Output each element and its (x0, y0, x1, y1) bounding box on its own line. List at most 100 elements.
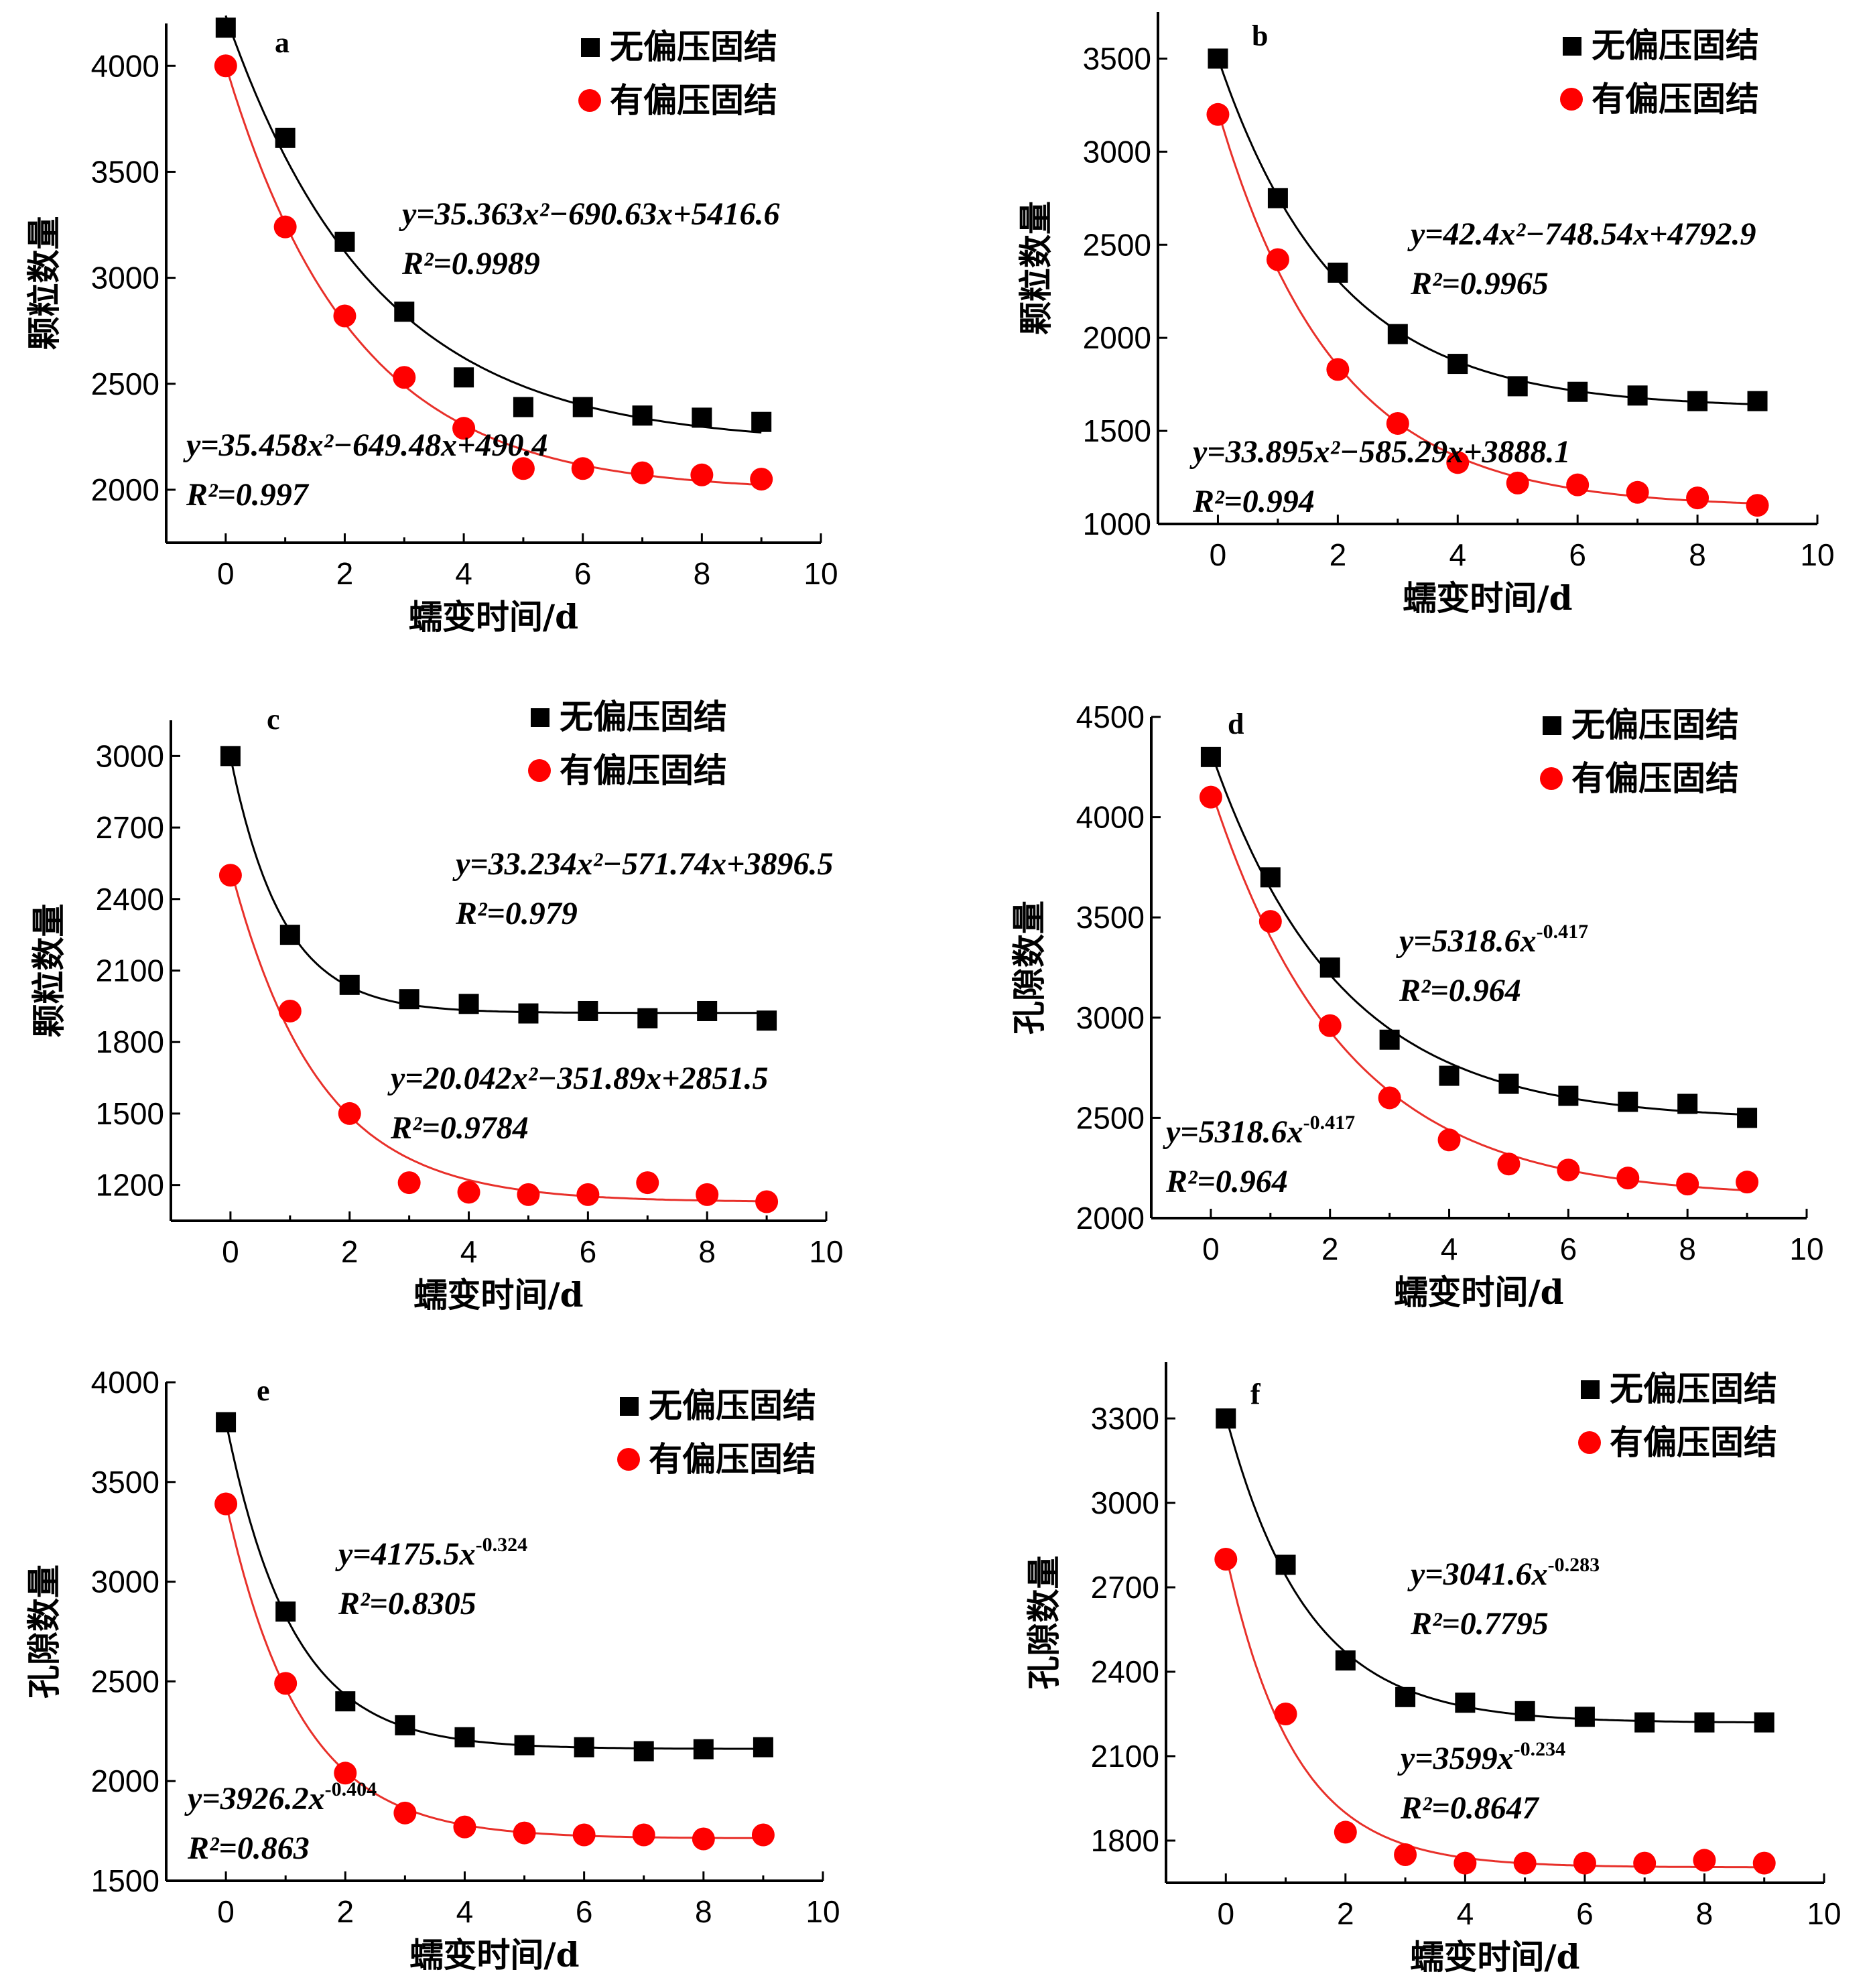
y-tick-label: 3300 (1091, 1401, 1159, 1436)
data-point-black-square (632, 405, 653, 426)
fit-curve-black (224, 15, 762, 434)
legend-marker-red (1578, 1431, 1601, 1454)
data-point-red-circle (632, 1823, 655, 1847)
legend-marker-red (528, 759, 551, 782)
x-tick-label: 10 (1800, 537, 1834, 572)
equation-body: y=33.895x²−585.29x+3888.1 (1189, 434, 1570, 470)
data-point-red-circle (1616, 1167, 1640, 1190)
data-point-red-circle (1513, 1851, 1537, 1875)
y-tick-label: 3500 (91, 1465, 159, 1500)
legend-label-black: 无偏压固结 (560, 697, 727, 736)
y-tick-label: 2500 (1083, 227, 1151, 262)
x-tick-label: 2 (341, 1234, 359, 1269)
x-axis-title: 蠕变时间/d (1403, 578, 1572, 618)
x-axis-title: 蠕变时间/d (413, 1275, 583, 1315)
x-tick-label: 2 (1337, 1896, 1354, 1931)
x-tick-label: 8 (695, 1894, 712, 1929)
fit-curve-red (1224, 1553, 1764, 1869)
x-tick-label: 4 (460, 1234, 478, 1269)
y-tick-label: 2400 (1091, 1654, 1159, 1689)
x-tick-label: 10 (805, 1894, 840, 1929)
equation-body: y=42.4x²−748.54x+4792.9 (1407, 216, 1756, 252)
data-point-red-circle (1274, 1703, 1297, 1725)
data-point-black-square (215, 17, 236, 38)
data-point-red-circle (1686, 486, 1709, 510)
data-point-black-square (751, 411, 772, 432)
data-point-black-square (1627, 385, 1648, 406)
data-point-red-circle (393, 1801, 417, 1825)
r-squared-text: R²=0.997 (186, 477, 310, 513)
data-point-black-square (458, 994, 479, 1014)
data-point-black-square (454, 1727, 475, 1747)
y-tick-label: 3000 (96, 738, 164, 773)
equation-exponent: -0.404 (325, 1778, 377, 1800)
data-point-red-circle (631, 461, 654, 484)
data-point-black-square (1335, 1650, 1356, 1671)
data-point-red-circle (1736, 1171, 1759, 1194)
x-tick-label: 0 (222, 1234, 239, 1269)
y-tick-label: 2500 (91, 367, 159, 401)
y-tick-label: 1000 (1083, 507, 1151, 541)
data-point-black-square (1260, 867, 1281, 888)
equation-base: y=4175.5x (335, 1536, 476, 1572)
equation-text: y=33.895x²−585.29x+3888.1 (1189, 434, 1570, 470)
panel-c-equation-black: y=33.234x²−571.74x+3896.5 R²=0.979 (452, 846, 833, 931)
x-tick-label: 6 (1576, 1896, 1594, 1931)
data-point-red-circle (218, 864, 242, 887)
data-point-black-square (1574, 1707, 1595, 1727)
y-tick-label: 2500 (1076, 1100, 1145, 1135)
legend-marker-red (1560, 88, 1583, 111)
legend-marker-black (1543, 716, 1561, 735)
data-point-red-circle (636, 1171, 659, 1195)
x-axis-title: 蠕变时间/d (409, 1935, 579, 1975)
legend-marker-black (620, 1397, 639, 1416)
y-tick-label: 3000 (91, 261, 159, 295)
data-point-red-circle (273, 215, 297, 239)
data-point-red-circle (1334, 1820, 1357, 1844)
data-point-black-square (216, 1412, 237, 1433)
data-point-red-circle (576, 1183, 600, 1206)
y-tick-label: 2700 (96, 810, 164, 845)
fit-curve-black (1217, 58, 1758, 405)
panel-letter: b (1252, 19, 1268, 52)
y-axis-title: 孔隙数量 (1009, 901, 1049, 1035)
legend-label-red: 有偏压固结 (1592, 79, 1759, 119)
x-tick-label: 10 (809, 1234, 843, 1269)
y-axis-title: 颗粒数量 (29, 904, 68, 1038)
y-tick-label: 2000 (91, 472, 159, 507)
fit-curve-black (229, 756, 767, 1014)
r-squared-text: R²=0.7795 (1410, 1606, 1549, 1642)
y-tick-label: 2400 (96, 882, 164, 917)
y-tick-label: 2500 (91, 1664, 159, 1699)
fit-curve-red (224, 1502, 763, 1839)
data-point-black-square (1379, 1029, 1400, 1050)
r-squared-text: R²=0.8305 (338, 1586, 476, 1621)
y-tick-label: 2700 (1091, 1570, 1159, 1605)
data-point-red-circle (1752, 1851, 1776, 1875)
y-tick-label: 1500 (96, 1096, 164, 1131)
x-axis-title: 蠕变时间/d (1410, 1937, 1579, 1977)
y-tick-label: 3000 (1083, 134, 1151, 169)
equation-text: y=5318.6x-0.417 (1396, 921, 1588, 959)
legend-label-red: 有偏压固结 (649, 1439, 816, 1479)
data-point-red-circle (1453, 1851, 1477, 1875)
data-point-red-circle (1557, 1158, 1580, 1182)
y-tick-label: 2000 (91, 1764, 159, 1798)
data-point-black-square (275, 1601, 296, 1622)
data-point-red-circle (338, 1102, 361, 1125)
panel-letter: f (1250, 1378, 1261, 1410)
x-axis-title: 蠕变时间/d (1394, 1272, 1563, 1312)
data-point-black-square (1395, 1686, 1416, 1707)
x-axis-title: 蠕变时间/d (409, 597, 578, 637)
data-point-black-square (1267, 188, 1288, 208)
equation-body: y=20.042x²−351.89x+2851.5 (387, 1061, 768, 1096)
data-point-black-square (1498, 1073, 1519, 1094)
panel-d-equation-red: y=5318.6x-0.417 R²=0.964 (1163, 1112, 1355, 1199)
x-tick-label: 8 (1696, 1896, 1714, 1931)
panel-letter: a (275, 26, 289, 59)
y-tick-label: 3000 (1076, 1000, 1145, 1035)
fit-curve-red (224, 64, 762, 486)
panel-e-equation-black: y=4175.5x-0.324 R²=0.8305 (335, 1534, 527, 1621)
data-point-black-square (1567, 381, 1588, 402)
